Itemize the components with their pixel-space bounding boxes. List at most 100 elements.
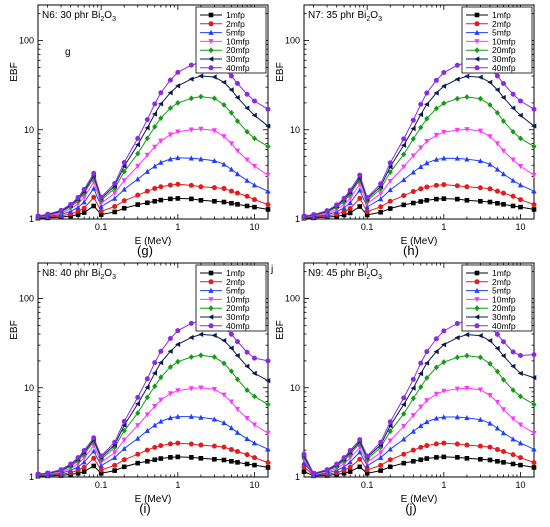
data-point: [167, 415, 174, 421]
data-point: [401, 460, 407, 466]
data-point: [500, 190, 506, 196]
data-point: [510, 452, 516, 458]
data-point: [487, 101, 493, 108]
y-tick-label: 10: [24, 125, 34, 135]
x-tick-label: 10: [249, 222, 259, 232]
series-5mfp: [301, 414, 537, 478]
data-point: [244, 157, 250, 163]
data-point: [454, 76, 460, 82]
panel-caption: (g): [137, 243, 153, 258]
data-point: [167, 156, 174, 162]
data-point: [251, 182, 258, 188]
data-point: [424, 198, 430, 203]
data-point: [378, 181, 384, 187]
data-point: [121, 437, 127, 443]
data-point: [410, 189, 416, 195]
data-point: [418, 101, 424, 107]
data-point: [401, 176, 407, 183]
data-point: [265, 358, 271, 364]
legend-item: 40mfp: [200, 63, 250, 73]
data-point: [441, 129, 447, 135]
data-point: [441, 440, 447, 446]
data-point: [501, 202, 506, 207]
data-point: [410, 135, 416, 142]
data-point: [152, 422, 158, 428]
data-point: [424, 101, 430, 107]
data-point: [228, 87, 234, 93]
legend-marker: [474, 297, 480, 303]
data-point: [347, 191, 353, 198]
data-point: [265, 430, 271, 436]
data-point: [211, 128, 218, 134]
data-point: [251, 112, 257, 118]
data-point: [400, 142, 407, 148]
data-point: [494, 87, 500, 93]
data-point: [221, 101, 227, 108]
legend-label: 1mfp: [492, 268, 511, 278]
data-point: [167, 105, 174, 111]
data-point: [454, 321, 460, 327]
data-point: [175, 129, 181, 135]
data-point: [410, 376, 416, 382]
legend-item: 5mfp: [200, 286, 245, 296]
data-point: [75, 212, 81, 217]
data-point: [152, 144, 158, 150]
data-point: [158, 443, 164, 449]
data-point: [251, 440, 258, 446]
data-point: [434, 196, 439, 202]
plot-frame: [303, 262, 535, 478]
data-point: [487, 161, 493, 167]
data-point: [121, 464, 127, 470]
data-point: [494, 425, 501, 431]
data-point: [454, 62, 460, 68]
x-axis-title: E (MeV): [135, 494, 172, 505]
legend-label: 20mfp: [226, 45, 250, 55]
data-point: [401, 436, 407, 442]
data-point: [347, 210, 353, 216]
data-point: [144, 152, 150, 158]
data-point: [234, 171, 241, 177]
data-point: [418, 163, 424, 170]
data-point: [378, 468, 383, 473]
x-tick-label: 10: [515, 480, 525, 490]
chart-panel-2: 0.1 1 10 1 10 100 E (MeV) EBF N7: 35 phr Bi2O3 (h…: [275, 4, 537, 258]
data-point: [341, 455, 347, 461]
legend-label: 10mfp: [226, 36, 250, 46]
legend-item: 10mfp: [466, 36, 516, 46]
data-point: [244, 128, 250, 135]
data-point: [347, 469, 353, 474]
data-point: [410, 153, 416, 159]
data-point: [244, 177, 250, 183]
data-point: [464, 332, 470, 338]
data-point: [464, 156, 470, 162]
data-point: [517, 112, 523, 118]
legend-item: 30mfp: [200, 312, 250, 322]
data-point: [167, 90, 173, 96]
y-tick-label: 1: [295, 472, 300, 482]
data-point: [81, 199, 87, 205]
data-point: [424, 360, 430, 366]
y-axis-title: EBF: [275, 320, 286, 339]
data-point: [364, 195, 370, 201]
legend-label: 1mfp: [492, 10, 511, 20]
data-point: [531, 202, 537, 208]
series-40mfp: [35, 59, 271, 219]
data-point: [221, 79, 227, 85]
data-point: [98, 194, 104, 200]
data-point: [517, 163, 524, 170]
data-point: [410, 117, 416, 123]
data-point: [98, 212, 104, 217]
data-point: [500, 353, 506, 359]
data-point: [151, 370, 158, 376]
data-point: [135, 394, 141, 400]
data-point: [251, 355, 257, 361]
data-point: [531, 123, 537, 129]
data-point: [188, 155, 194, 161]
data-point: [234, 339, 240, 345]
data-point: [418, 186, 424, 192]
data-point: [387, 446, 393, 452]
data-point: [188, 76, 194, 82]
data-point: [378, 450, 384, 456]
data-point: [244, 193, 250, 199]
data-point: [112, 450, 118, 456]
